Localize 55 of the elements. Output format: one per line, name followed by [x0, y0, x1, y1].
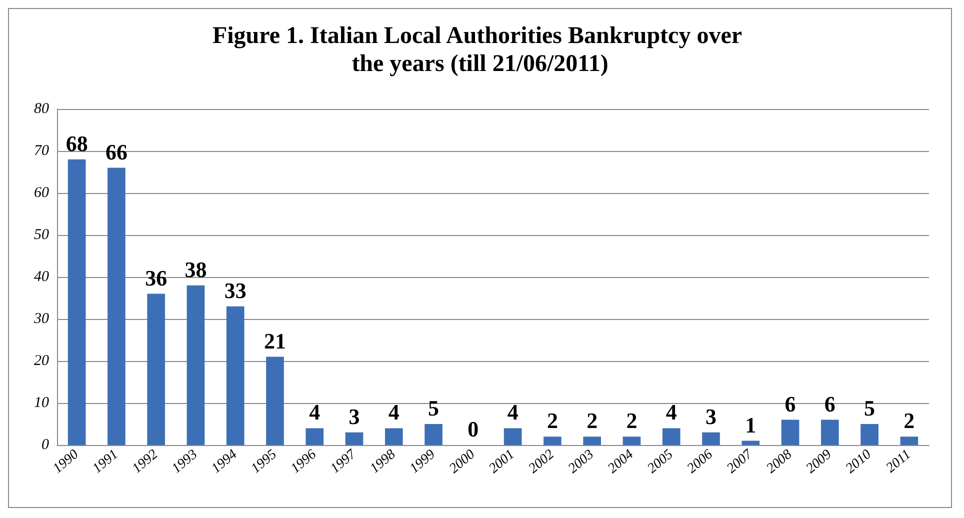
bar	[781, 420, 800, 445]
bar	[226, 306, 244, 445]
bar	[622, 436, 641, 445]
data-label: 68	[66, 130, 88, 156]
bar	[662, 428, 680, 445]
data-label: 3	[348, 404, 360, 429]
bar	[68, 159, 86, 445]
data-label: 6	[784, 391, 796, 416]
bar	[583, 436, 602, 445]
y-tick-label: 80	[34, 101, 50, 117]
bar	[147, 294, 166, 445]
bar	[424, 424, 442, 445]
data-label: 21	[264, 328, 286, 354]
y-tick-label: 70	[34, 143, 50, 159]
bar	[860, 424, 878, 445]
data-label: 4	[666, 400, 677, 425]
bar	[820, 420, 839, 445]
data-label: 66	[105, 139, 128, 164]
bar	[384, 428, 403, 445]
bar	[108, 168, 126, 445]
data-label: 4	[309, 400, 320, 425]
data-label: 2	[586, 408, 598, 434]
bar	[742, 440, 760, 445]
bar	[345, 432, 364, 445]
data-label: 3	[706, 404, 716, 429]
data-label: 2	[904, 408, 915, 434]
chart-title: Figure 1. Italian Local Authorities Bankruptcy over the years (till 21/06/2011)	[212, 23, 748, 77]
data-label: 36	[145, 265, 168, 290]
bar	[544, 436, 562, 445]
bar	[504, 428, 522, 445]
y-tick-label: 40	[34, 269, 50, 285]
data-label: 5	[864, 396, 876, 420]
data-label: 6	[824, 391, 836, 416]
data-label: 38	[184, 256, 207, 282]
data-label: 2	[546, 408, 558, 434]
bar	[702, 432, 720, 445]
data-label: 4	[388, 400, 400, 425]
bar	[900, 436, 918, 445]
bar	[186, 285, 205, 445]
y-tick-label: 10	[34, 395, 50, 411]
data-label: 5	[428, 396, 440, 420]
y-tick-label: 60	[34, 185, 50, 201]
bar	[306, 428, 324, 445]
y-tick-label: 50	[34, 227, 50, 243]
x-tick-label: 2011	[884, 447, 914, 476]
data-label: 33	[224, 278, 246, 303]
data-label: 1	[745, 412, 756, 438]
x-tick-label: 1990	[50, 447, 82, 477]
data-label: 4	[507, 400, 518, 425]
data-label: 0	[468, 416, 479, 442]
y-tick-label: 30	[33, 311, 50, 327]
bar	[266, 356, 284, 445]
y-tick-label: 20	[34, 353, 50, 369]
data-label: 2	[626, 408, 638, 434]
y-tick-label: 0	[42, 437, 50, 453]
